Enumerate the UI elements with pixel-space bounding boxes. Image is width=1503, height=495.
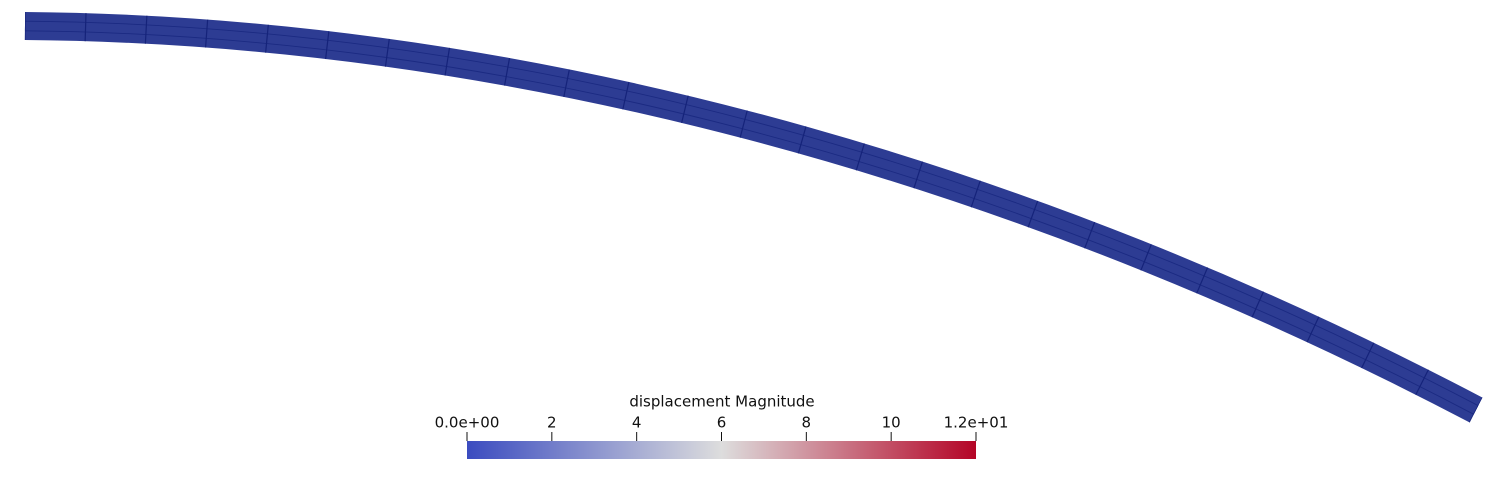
colorbar-tick-label: 1.2e+01 bbox=[944, 414, 1009, 432]
colorbar-tick-label: 10 bbox=[882, 414, 901, 432]
beam-mesh bbox=[24, 12, 1483, 423]
colorbar-tick-label: 4 bbox=[632, 414, 642, 432]
colorbar-title: displacement Magnitude bbox=[629, 393, 814, 411]
colorbar-tick-label: 0.0e+00 bbox=[435, 414, 500, 432]
colorbar-tick-label: 6 bbox=[717, 414, 727, 432]
colorbar-tick-label: 2 bbox=[547, 414, 557, 432]
colorbar-tick-label: 8 bbox=[802, 414, 812, 432]
colorbar bbox=[467, 441, 976, 459]
